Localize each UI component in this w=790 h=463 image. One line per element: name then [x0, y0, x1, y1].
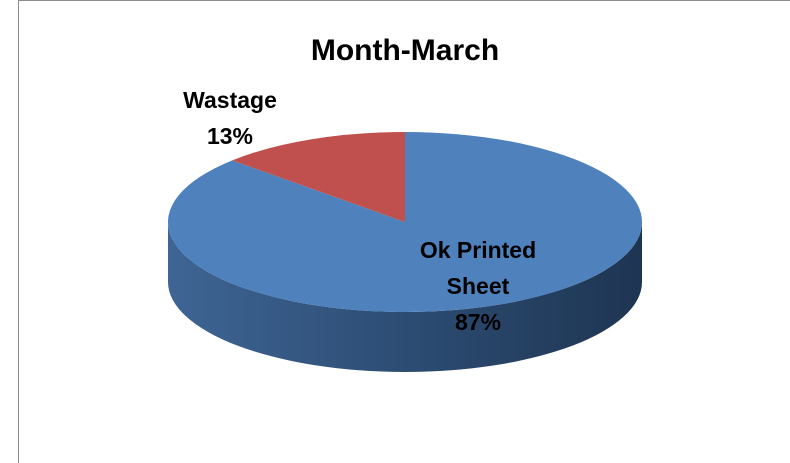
- slice-name: Ok Printed Sheet: [419, 237, 537, 299]
- pie-side: [168, 222, 642, 372]
- slice-name: Wastage: [183, 87, 277, 113]
- slice-label: Wastage 13%: [160, 82, 300, 154]
- pie-slice: [232, 132, 405, 222]
- slice-label: Ok Printed Sheet 87%: [408, 232, 548, 340]
- chart-title: Month-March: [311, 34, 499, 67]
- pie-slice: [167, 132, 642, 312]
- slice-value: 87%: [454, 309, 502, 335]
- slice-value: 13%: [206, 123, 254, 149]
